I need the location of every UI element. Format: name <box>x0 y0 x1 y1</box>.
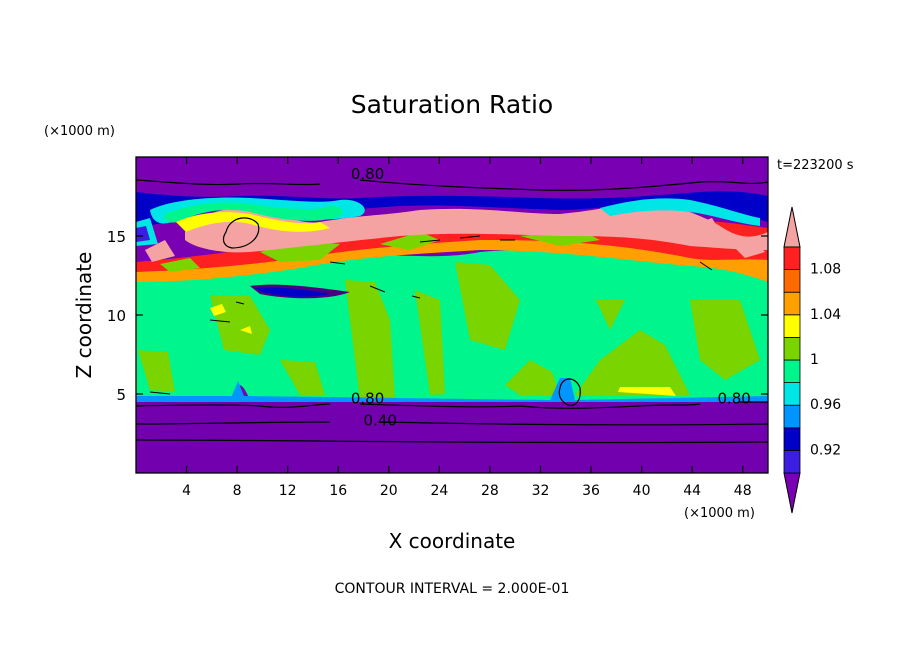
x-tick-label: 40 <box>633 483 651 499</box>
y-axis-label: Z coordinate <box>72 252 96 379</box>
field-upper-green <box>164 202 343 223</box>
colorbar-swatch <box>783 291 801 316</box>
field-upper-blue <box>136 191 768 226</box>
colorbar-swatch <box>783 246 801 271</box>
contour-label: 0.80 <box>717 389 750 407</box>
x-axis: 4 8 12 16 20 24 28 32 36 40 44 48 <box>182 157 752 499</box>
colorbar: 0.92 0.96 1 1.04 1.08 <box>783 206 841 514</box>
colorbar-swatch <box>783 314 801 338</box>
colorbar-extend-min <box>783 472 801 514</box>
field-pink-patches <box>145 218 765 262</box>
chart-title: Saturation Ratio <box>351 90 553 119</box>
contour-labels: 0.80 0.80 0.80 0.40 <box>351 165 751 430</box>
time-label: t=223200 s <box>777 158 854 173</box>
x-tick-label: 16 <box>329 483 347 499</box>
y-unit-label: (×1000 m) <box>44 124 115 139</box>
x-tick-label: 20 <box>380 483 398 499</box>
x-tick-label: 24 <box>430 483 448 499</box>
x-tick-label: 36 <box>582 483 600 499</box>
y-tick-label: 15 <box>107 228 126 246</box>
field-dark-lower <box>136 402 768 473</box>
colorbar-swatch <box>783 449 801 474</box>
heatmap-plot: 0.80 0.80 0.80 0.40 <box>136 157 768 473</box>
x-tick-label: 48 <box>734 483 752 499</box>
colorbar-label: 0.96 <box>810 397 841 413</box>
field-upper-right-cyan <box>600 198 760 226</box>
contour-interval-footer: CONTOUR INTERVAL = 2.000E-01 <box>335 581 570 597</box>
x-unit-label: (×1000 m) <box>684 506 755 521</box>
contour-label: 0.80 <box>351 165 384 183</box>
colorbar-swatch <box>783 404 801 429</box>
x-tick-label: 44 <box>683 483 701 499</box>
field-cyan-edge <box>136 378 768 402</box>
x-tick-label: 12 <box>279 483 297 499</box>
contour-label: 0.40 <box>364 412 397 430</box>
colorbar-label: 1.04 <box>810 307 841 323</box>
contour-lines <box>136 179 768 444</box>
colorbar-swatch <box>783 336 801 361</box>
x-tick-label: 32 <box>532 483 550 499</box>
colorbar-extend-max <box>783 206 801 248</box>
field-dark-lenses <box>136 218 350 299</box>
x-tick-label: 4 <box>182 483 191 499</box>
colorbar-swatch <box>783 269 801 293</box>
contour-small-marks <box>149 235 713 395</box>
colorbar-label: 1.08 <box>810 262 841 278</box>
x-axis-label: X coordinate <box>389 529 516 553</box>
contour-label: 0.80 <box>351 389 384 407</box>
colorbar-label: 1 <box>810 352 819 368</box>
x-tick-label: 8 <box>233 483 242 499</box>
field-upper-yellow <box>176 212 330 232</box>
field-yellow-accents <box>210 304 676 396</box>
y-tick-label: 5 <box>116 386 126 404</box>
y-axis: 5 10 15 <box>107 228 768 404</box>
colorbar-swatch <box>783 382 801 406</box>
y-tick-label: 10 <box>107 307 126 325</box>
x-tick-label: 28 <box>481 483 499 499</box>
colorbar-label: 0.92 <box>810 442 841 458</box>
colorbar-swatch <box>783 427 801 451</box>
colorbar-swatch <box>783 359 801 384</box>
